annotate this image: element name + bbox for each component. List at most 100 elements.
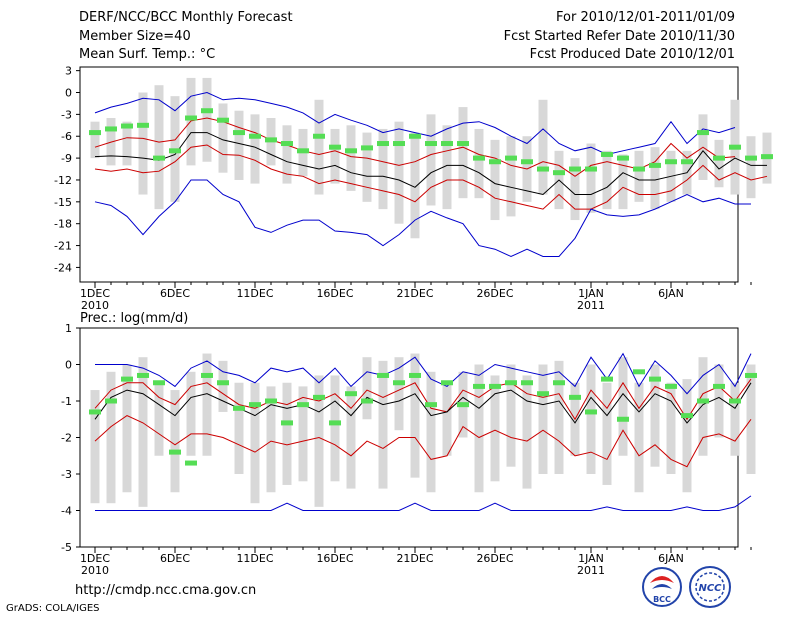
temp-observed-mark: [201, 108, 213, 114]
temp-observed-mark: [761, 154, 773, 160]
prec-ytick-label: -3: [61, 468, 72, 481]
prec-series-max: [95, 352, 752, 395]
temp-spread-box: [506, 136, 516, 217]
prec-spread-box: [554, 360, 564, 474]
prec-spread-box: [122, 364, 132, 493]
temp-ytick-label: 3: [65, 65, 72, 78]
prec-observed-mark: [185, 460, 197, 466]
temp-spread-box: [90, 121, 100, 159]
prec-spread-box: [330, 375, 340, 482]
prec-series-min: [95, 495, 752, 511]
prec-observed-mark: [153, 380, 165, 386]
prec-spread-box: [730, 382, 740, 456]
prec-observed-mark: [649, 376, 661, 382]
prec-xtick-year: 2011: [577, 564, 605, 577]
prec-spread-box: [250, 382, 260, 504]
temp-observed-mark: [521, 159, 533, 165]
prec-spread-box: [234, 382, 244, 474]
prec-spread-box: [586, 364, 596, 474]
temp-spread-box: [602, 150, 612, 210]
prec-observed-mark: [681, 413, 693, 419]
logos: BCC NCC: [642, 566, 731, 608]
temp-observed-mark: [745, 155, 757, 161]
prec-observed-mark: [201, 372, 213, 378]
temp-spread-box: [650, 147, 660, 210]
temp-xtick-year: 2010: [81, 299, 109, 312]
temp-observed-mark: [89, 130, 101, 136]
forecast-start-date: Fcst Started Refer Date 2010/11/30: [503, 29, 735, 44]
temp-xtick-label: 21DEC: [396, 287, 433, 300]
temp-observed-mark: [585, 166, 597, 172]
prec-spread-box: [698, 357, 708, 456]
temp-ytick-label: -15: [54, 196, 72, 209]
temp-observed-mark: [153, 155, 165, 161]
temp-observed-mark: [697, 130, 709, 136]
temp-observed-mark: [713, 155, 725, 161]
prec-observed-mark: [105, 398, 117, 404]
prec-observed-mark: [537, 391, 549, 397]
prec-spread-box: [186, 371, 196, 456]
temp-series-spread-upper: [94, 117, 736, 177]
prec-spread-box: [394, 357, 404, 431]
prec-observed-mark: [393, 380, 405, 386]
temp-xtick-label: 1DEC: [80, 287, 110, 300]
prec-variable-label: Prec.: log(mm/d): [80, 311, 188, 326]
prec-observed-mark: [553, 380, 565, 386]
temp-observed-mark: [489, 159, 501, 165]
temp-series-spread-lower: [94, 144, 768, 210]
temp-observed-mark: [681, 159, 693, 165]
prec-xtick-label: 6JAN: [658, 552, 684, 565]
temp-spread-box: [330, 128, 340, 184]
prec-spread-box: [202, 353, 212, 456]
temp-xtick-label: 26DEC: [476, 287, 513, 300]
prec-observed-mark: [489, 383, 501, 389]
temp-spread-box: [362, 132, 372, 202]
prec-spread-box: [314, 375, 324, 507]
prec-spread-box: [90, 390, 100, 504]
temp-observed-mark: [249, 133, 261, 139]
prec-observed-mark: [441, 380, 453, 386]
temp-observed-mark: [505, 155, 517, 161]
prec-series-spread-lower: [94, 415, 752, 468]
temp-ytick-label: -21: [54, 240, 72, 253]
bcc-logo-text: BCC: [653, 595, 671, 604]
temp-observed-mark: [393, 141, 405, 147]
prec-spread-box: [346, 386, 356, 489]
prec-spread-box: [490, 375, 500, 482]
temp-observed-mark: [281, 141, 293, 147]
temp-observed-mark: [665, 159, 677, 165]
chart-title: DERF/NCC/BCC Monthly Forecast: [79, 10, 293, 25]
prec-observed-mark: [713, 383, 725, 389]
prec-observed-mark: [633, 369, 645, 375]
prec-spread-box: [538, 364, 548, 474]
prec-observed-mark: [729, 398, 741, 404]
prec-observed-mark: [137, 372, 149, 378]
temp-spread-box: [346, 125, 356, 191]
temp-observed-mark: [105, 126, 117, 132]
prec-observed-mark: [377, 372, 389, 378]
temp-spread-box: [282, 125, 292, 184]
temp-series-min: [94, 179, 751, 258]
prec-observed-mark: [169, 449, 181, 455]
prec-observed-mark: [233, 405, 245, 411]
prec-xtick-label: 11DEC: [236, 552, 273, 565]
temp-observed-mark: [569, 166, 581, 172]
prec-xtick-label: 1JAN: [578, 552, 604, 565]
prec-observed-mark: [745, 372, 757, 378]
prec-ytick-label: 0: [65, 359, 72, 372]
forecast-range: For 2010/12/01-2011/01/09: [556, 10, 735, 25]
temp-observed-mark: [409, 133, 421, 139]
ncc-logo-text: NCC: [698, 583, 722, 594]
prec-observed-mark: [569, 394, 581, 400]
temp-spread-box: [218, 103, 228, 173]
prec-spread-box: [426, 371, 436, 493]
temp-xtick-label: 16DEC: [316, 287, 353, 300]
temp-observed-mark: [729, 144, 741, 150]
prec-observed-mark: [329, 420, 341, 426]
prec-xtick-year: 2010: [81, 564, 109, 577]
prec-spread-box: [170, 390, 180, 493]
temp-spread-box: [202, 77, 212, 162]
prec-spread-box: [282, 382, 292, 485]
temp-observed-mark: [265, 137, 277, 143]
source-url[interactable]: http://cmdp.ncc.cma.gov.cn: [75, 583, 257, 598]
